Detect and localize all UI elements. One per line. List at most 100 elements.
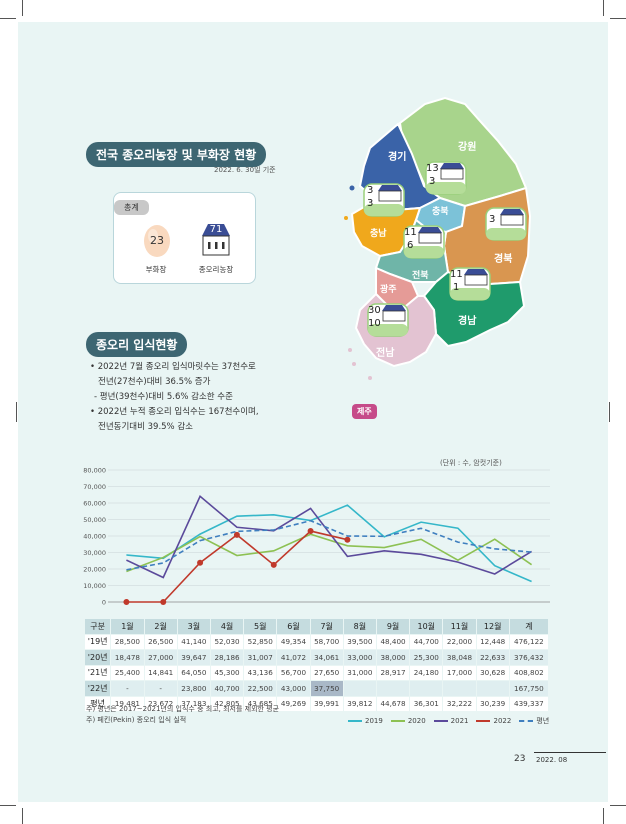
column-header: 8월 (342, 618, 377, 635)
table-cell: 19,481 (110, 695, 145, 712)
series-line-2022 (126, 530, 348, 603)
footnote: 주) 페킨(Pekin) 종오리 입식 실적 (86, 716, 187, 724)
table-cell: 44,700 (409, 633, 444, 650)
y-tick-label: 20,000 (83, 566, 106, 574)
facility-date: 2022. 6. 30일 기준 (214, 166, 276, 174)
table-cell: 42,805 (209, 695, 245, 712)
stocking-section-title: 종오리 입식현황 (86, 332, 188, 357)
table-cell: 36,301 (409, 695, 444, 712)
column-header: 6월 (276, 618, 311, 635)
row-header: '20년 (83, 649, 112, 666)
table-cell (475, 680, 510, 697)
table-row: '19년 28,500 26,500 41,140 52,030 52,850 49,354… (83, 633, 550, 650)
marker-farms: 3 (367, 185, 374, 196)
y-tick-label: 50,000 (83, 516, 106, 524)
legend-swatch (433, 720, 448, 722)
marker-hatcheries: 3 (367, 198, 374, 209)
y-tick-label: 80,000 (83, 467, 106, 475)
map-marker-jeonnam: 30 10 (366, 302, 410, 338)
column-header: 4월 (209, 618, 245, 635)
table-cell: 23,672 (143, 695, 178, 712)
column-header: 5월 (243, 618, 278, 635)
marker-farms: 13 (426, 163, 439, 174)
table-cell: 49,354 (276, 633, 311, 650)
table-cell: 44,678 (375, 695, 411, 712)
table-cell: 24,180 (409, 664, 444, 681)
summary-bullets: • 2022년 7월 종오리 입식마릿수는 37천수로 전년(27천수)대비 3… (90, 360, 320, 435)
table-cell: 23,800 (176, 680, 211, 697)
column-header: 계 (508, 618, 550, 635)
table-cell: 14,841 (143, 664, 178, 681)
table-cell: 408,802 (508, 664, 550, 681)
table-cell: 40,700 (209, 680, 245, 697)
column-header: 1월 (110, 618, 145, 635)
legend-item: 2021 (433, 717, 468, 725)
y-tick-label: 70,000 (83, 483, 106, 491)
farm-house-icon (449, 267, 491, 301)
footer-rule (534, 752, 606, 753)
bullet-line: - 평년(39천수)대비 5.6% 감소한 수준 (94, 392, 233, 402)
issue-date: 2022. 08 (536, 756, 568, 764)
data-point (233, 531, 240, 538)
table-cell (442, 680, 477, 697)
data-point (123, 599, 130, 605)
table-cell: 45,300 (209, 664, 245, 681)
farm-label: 종오리농장 (198, 265, 234, 274)
farm-house-icon (425, 161, 467, 195)
crop-mark (16, 402, 17, 422)
bullet-line: • 2022년 7월 종오리 입식마릿수는 37천수로 (90, 362, 256, 372)
marker-hatcheries: 3 (429, 176, 436, 187)
series-line-2021 (126, 495, 533, 579)
table-cell: 376,432 (508, 649, 550, 666)
region-label-chungbuk: 충북 (432, 207, 449, 217)
y-tick-label: 0 (102, 599, 106, 607)
region-label-gwangju: 광주 (380, 285, 397, 295)
farm-house-icon (367, 303, 409, 337)
table-cell: 39,500 (342, 633, 377, 650)
table-cell: 38,048 (442, 649, 477, 666)
table-row: '20년 18,478 27,000 39,647 28,186 31,007 41,072… (83, 649, 550, 666)
marker-hatcheries: 6 (407, 240, 414, 251)
data-point (344, 536, 351, 543)
table-cell: 33,000 (342, 649, 377, 666)
table-cell: 41,140 (176, 633, 211, 650)
crop-mark (610, 805, 626, 806)
table-cell: 48,400 (375, 633, 411, 650)
map-marker-gyeonggi: 13 3 (424, 160, 468, 196)
legend-swatch (519, 720, 534, 722)
y-tick-label: 40,000 (83, 533, 106, 541)
bullet-line: 전년(27천수)대비 36.5% 증가 (98, 377, 211, 387)
table-cell: 28,917 (375, 664, 411, 681)
table-cell: - (143, 680, 178, 697)
legend-swatch (348, 720, 362, 722)
hatchery-count: 23 (150, 234, 164, 247)
crop-mark (603, 808, 604, 824)
crop-mark (22, 0, 23, 16)
table-cell: 167,750 (508, 680, 550, 697)
chart-legend: 2019 2020 2021 2022 평년 (348, 716, 549, 726)
bullet-line: 전년동기대비 39.5% 감소 (98, 422, 193, 432)
table-cell: 64,050 (176, 664, 211, 681)
page-number: 23 (514, 754, 526, 764)
table-cell: 22,633 (475, 649, 510, 666)
crop-mark (0, 18, 16, 19)
row-header: '22년 (83, 680, 112, 697)
egg-icon (144, 225, 170, 257)
table-cell: 39,812 (342, 695, 377, 712)
table-cell (375, 680, 411, 697)
legend-item: 2022 (476, 717, 511, 725)
marker-hatcheries: 1 (453, 282, 460, 293)
legend-label: 2019 (365, 717, 383, 725)
table-cell: 22,000 (442, 633, 477, 650)
island-dot (348, 348, 352, 352)
marker-hatcheries: 10 (368, 318, 381, 329)
series-line-평년 (126, 519, 532, 571)
crop-mark (22, 808, 23, 824)
map-marker-gyeongbuk: 3 (484, 206, 528, 242)
table-cell: 58,700 (309, 633, 344, 650)
data-point (307, 528, 314, 535)
marker-farms: 11 (404, 227, 417, 238)
footnotes: 주) 평년은 2017~2021년의 입식수 중 최고, 최저를 제외한 평균 … (86, 704, 279, 726)
table-cell: 52,030 (209, 633, 245, 650)
crop-mark (610, 18, 626, 19)
